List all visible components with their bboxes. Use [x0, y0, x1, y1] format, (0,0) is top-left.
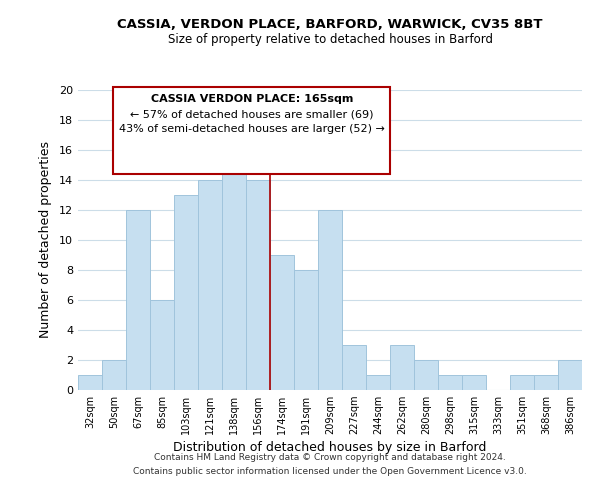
- Bar: [246, 180, 270, 390]
- Bar: [222, 135, 246, 390]
- Text: Contains public sector information licensed under the Open Government Licence v3: Contains public sector information licen…: [133, 467, 527, 476]
- Bar: [102, 360, 126, 390]
- Bar: [414, 360, 438, 390]
- Bar: [534, 375, 558, 390]
- Bar: [294, 270, 318, 390]
- Bar: [558, 360, 582, 390]
- Bar: [462, 375, 486, 390]
- Bar: [270, 255, 294, 390]
- Bar: [390, 345, 414, 390]
- Bar: [174, 195, 198, 390]
- X-axis label: Distribution of detached houses by size in Barford: Distribution of detached houses by size …: [173, 442, 487, 454]
- Bar: [366, 375, 390, 390]
- Bar: [438, 375, 462, 390]
- FancyBboxPatch shape: [113, 87, 391, 174]
- Bar: [78, 375, 102, 390]
- Bar: [198, 180, 222, 390]
- Bar: [510, 375, 534, 390]
- Bar: [342, 345, 366, 390]
- Text: Contains HM Land Registry data © Crown copyright and database right 2024.: Contains HM Land Registry data © Crown c…: [154, 454, 506, 462]
- Bar: [150, 300, 174, 390]
- Text: ← 57% of detached houses are smaller (69): ← 57% of detached houses are smaller (69…: [130, 110, 374, 120]
- Text: CASSIA, VERDON PLACE, BARFORD, WARWICK, CV35 8BT: CASSIA, VERDON PLACE, BARFORD, WARWICK, …: [117, 18, 543, 30]
- Text: 43% of semi-detached houses are larger (52) →: 43% of semi-detached houses are larger (…: [119, 124, 385, 134]
- Text: Size of property relative to detached houses in Barford: Size of property relative to detached ho…: [167, 32, 493, 46]
- Bar: [126, 210, 150, 390]
- Bar: [318, 210, 342, 390]
- Y-axis label: Number of detached properties: Number of detached properties: [39, 142, 52, 338]
- Text: CASSIA VERDON PLACE: 165sqm: CASSIA VERDON PLACE: 165sqm: [151, 94, 353, 104]
